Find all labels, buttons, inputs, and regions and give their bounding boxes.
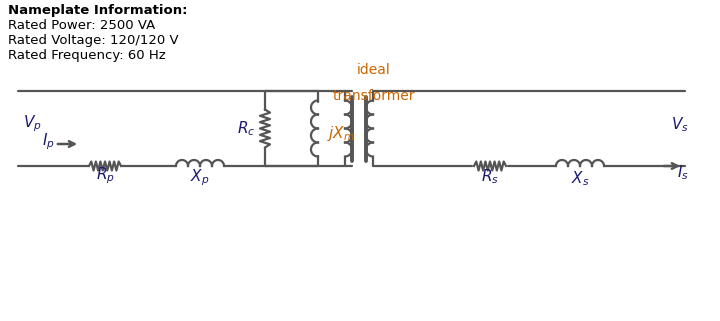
Text: Rated Voltage: 120/120 V: Rated Voltage: 120/120 V: [8, 34, 179, 47]
Text: $jX_m$: $jX_m$: [327, 124, 355, 143]
Text: $V_p$: $V_p$: [23, 113, 42, 134]
Text: $R_c$: $R_c$: [237, 119, 255, 138]
Text: Nameplate Information:: Nameplate Information:: [8, 4, 187, 17]
Text: $R_p$: $R_p$: [96, 165, 114, 186]
Text: Rated Frequency: 60 Hz: Rated Frequency: 60 Hz: [8, 49, 166, 62]
Text: $R_s$: $R_s$: [481, 167, 499, 186]
Text: $I_s$: $I_s$: [677, 163, 689, 182]
Text: transformer: transformer: [333, 89, 415, 103]
Text: $V_s$: $V_s$: [671, 115, 689, 134]
Text: $X_s$: $X_s$: [571, 169, 589, 188]
Text: ideal: ideal: [357, 63, 391, 77]
Text: $X_p$: $X_p$: [190, 167, 210, 188]
Text: Rated Power: 2500 VA: Rated Power: 2500 VA: [8, 19, 156, 32]
Text: $I_p$: $I_p$: [42, 131, 55, 152]
